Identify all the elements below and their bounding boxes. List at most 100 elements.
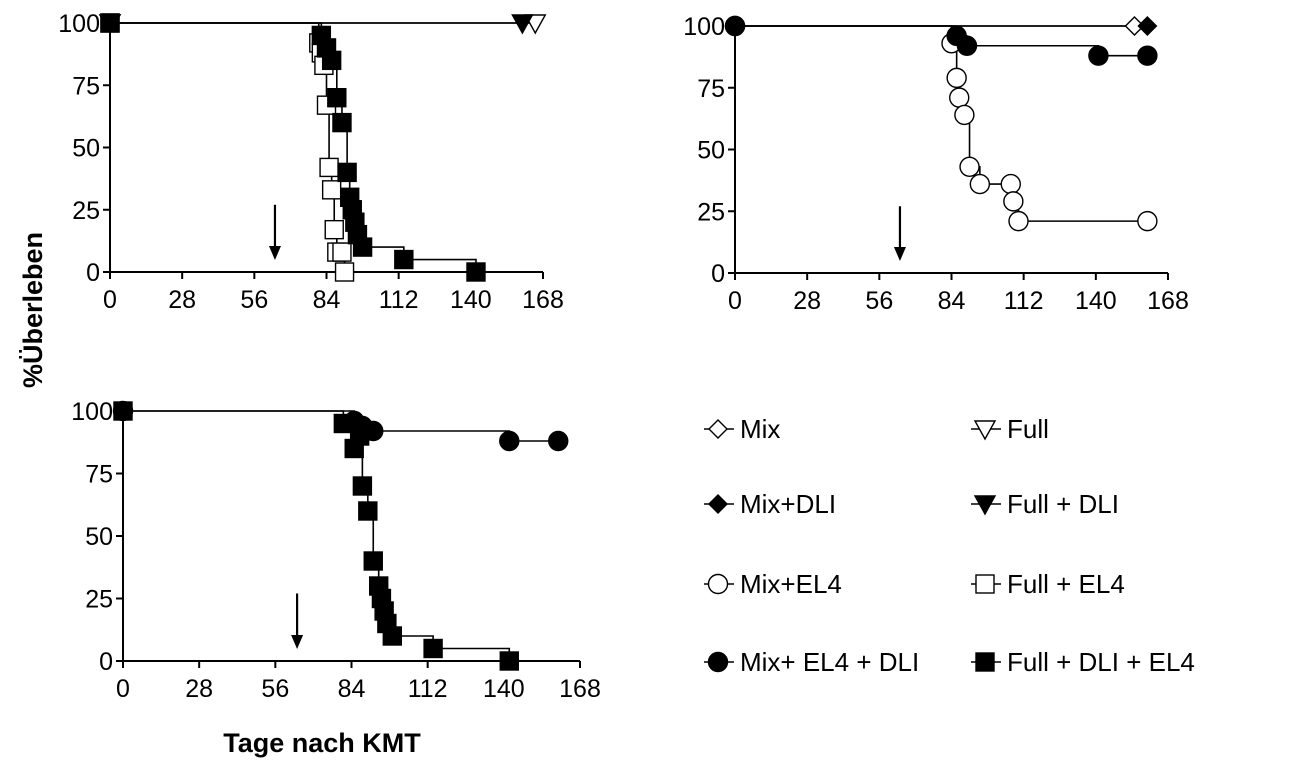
x-tick-label: 140	[1075, 287, 1117, 315]
legend-label: Full + EL4	[1007, 569, 1125, 599]
legend-entry: Full + DLI + EL4	[971, 647, 1195, 677]
arrow-head	[291, 635, 304, 649]
legend-entry: Mix+DLI	[704, 489, 836, 519]
legend-label: Full	[1007, 414, 1049, 444]
x-tick-label: 28	[793, 287, 821, 315]
x-tick-label: 0	[103, 286, 117, 314]
y-tick-label: 25	[697, 198, 725, 226]
legend-label: Full + DLI	[1007, 489, 1119, 519]
x-tick-label: 140	[450, 286, 492, 314]
panel-top-left: 0 28 56 84 112 140 168 0 25 50 75 100	[58, 10, 564, 314]
legend-marker	[708, 419, 728, 439]
legend-label: Mix+ EL4 + DLI	[740, 647, 919, 677]
data-point-marker	[321, 50, 342, 71]
x-tick-label: 0	[728, 287, 742, 315]
data-point-marker	[499, 430, 520, 452]
x-tick-label: 56	[261, 675, 289, 703]
legend-entry: Full	[971, 414, 1049, 444]
legend-label: Mix+EL4	[740, 569, 842, 599]
legend-label: Full + DLI + EL4	[1007, 647, 1195, 677]
data-point-marker	[321, 180, 342, 200]
legend-marker	[973, 495, 997, 516]
data-point-marker	[1137, 16, 1158, 36]
data-point-marker	[466, 262, 486, 282]
data-point-marker	[327, 87, 347, 108]
legend-entry: Full + EL4	[971, 569, 1125, 599]
arrow-head	[893, 247, 906, 261]
data-point-marker	[324, 219, 344, 240]
data-point-marker	[956, 35, 978, 56]
data-point-marker	[363, 551, 383, 571]
panel-bottom-left: 0 28 56 84 112 140 168 0 25 50 75 100	[71, 398, 601, 703]
data-point-marker	[334, 262, 355, 282]
legend-label: Mix+DLI	[740, 489, 836, 519]
data-point-marker	[332, 242, 352, 262]
panel-top-right: 0 28 56 84 112 140 168 0 25 50 75 100	[683, 13, 1189, 315]
x-axis-title: Tage nach KMT	[223, 728, 421, 758]
data-point-marker	[1003, 191, 1024, 212]
y-tick-label: 100	[71, 398, 113, 426]
y-tick-label: 75	[697, 75, 725, 103]
x-tick-label: 28	[168, 286, 196, 314]
survival-curve	[123, 410, 511, 661]
legend-marker	[975, 574, 995, 594]
data-point-marker	[100, 13, 120, 33]
data-point-marker	[954, 104, 975, 126]
data-point-marker	[1137, 45, 1158, 66]
x-tick-label: 84	[338, 675, 366, 703]
y-tick-label: 50	[697, 137, 725, 165]
survival-curve	[735, 25, 1148, 57]
survival-curve	[110, 22, 477, 272]
data-point-marker	[349, 426, 370, 446]
data-point-marker	[1088, 45, 1109, 66]
x-tick-label: 56	[240, 286, 268, 314]
y-tick-label: 25	[85, 586, 113, 614]
legend-entry: Mix+EL4	[704, 569, 842, 599]
x-tick-label: 84	[313, 286, 341, 314]
y-tick-label: 0	[86, 259, 100, 287]
legend: Mix Full Mix+DLI Full + DLI Mix+EL4 Full + EL…	[704, 414, 1195, 677]
y-tick-label: 100	[58, 10, 100, 38]
data-point-marker	[113, 401, 133, 421]
data-point-marker	[511, 14, 534, 35]
data-point-marker	[333, 413, 354, 434]
legend-label: Mix	[740, 414, 780, 444]
x-tick-label: 112	[1004, 287, 1044, 315]
data-point-marker	[1000, 173, 1021, 195]
data-point-marker	[394, 249, 414, 270]
data-point-marker	[352, 237, 373, 257]
data-point-marker	[332, 112, 352, 133]
legend-entry: Mix+ EL4 + DLI	[704, 647, 919, 677]
data-point-marker	[1137, 210, 1158, 232]
data-point-marker	[548, 430, 569, 452]
data-point-marker	[949, 87, 970, 108]
legend-entry: Full + DLI	[971, 489, 1119, 519]
y-tick-label: 100	[683, 13, 725, 41]
data-point-marker	[319, 157, 339, 178]
x-tick-label: 84	[938, 287, 966, 315]
data-point-marker	[423, 638, 443, 659]
survival-curve	[110, 22, 346, 272]
x-tick-label: 168	[522, 286, 564, 314]
data-point-marker	[499, 651, 519, 671]
legend-marker	[707, 573, 729, 595]
y-tick-label: 75	[85, 461, 113, 489]
data-point-marker	[352, 476, 373, 496]
x-tick-label: 0	[116, 675, 130, 703]
data-point-marker	[946, 67, 967, 89]
y-tick-label: 0	[99, 648, 113, 676]
y-tick-label: 25	[72, 197, 100, 225]
survival-curve	[735, 25, 1148, 222]
x-tick-label: 56	[865, 287, 893, 315]
x-tick-label: 168	[1147, 287, 1189, 315]
y-tick-label: 75	[72, 72, 100, 100]
data-point-marker	[724, 15, 746, 37]
legend-marker	[708, 494, 728, 514]
data-point-marker	[969, 173, 991, 195]
x-tick-label: 168	[559, 675, 601, 703]
y-axis-title: %Überleben	[18, 232, 48, 388]
x-tick-label: 112	[408, 675, 448, 703]
data-point-marker	[959, 156, 980, 177]
legend-marker	[707, 651, 729, 673]
x-tick-label: 28	[185, 675, 213, 703]
